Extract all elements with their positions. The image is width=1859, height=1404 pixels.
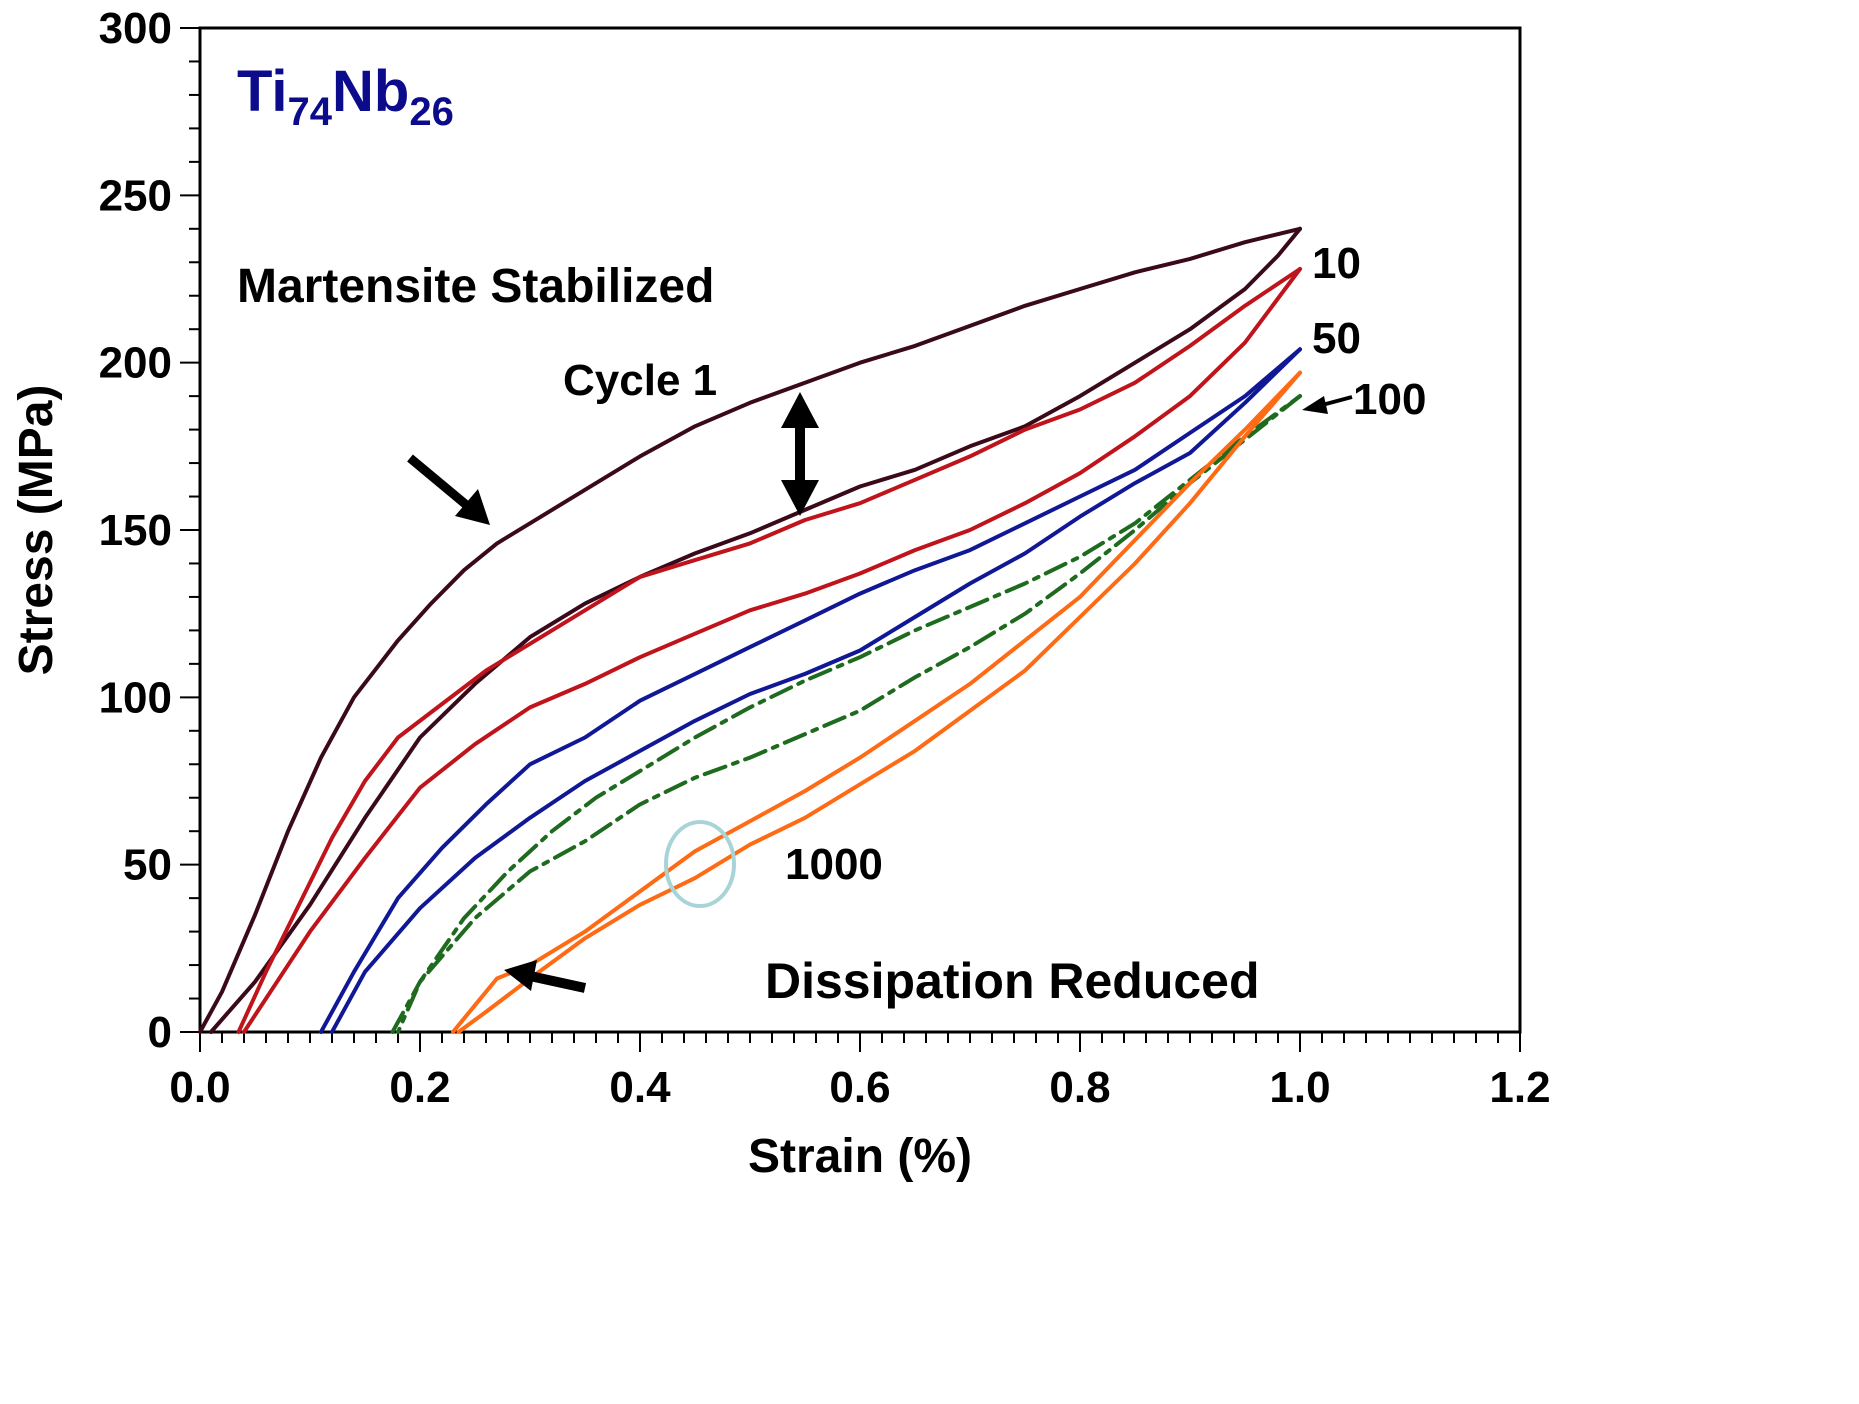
double-arrow-hysteresis: [781, 392, 819, 516]
series-0-unloading-curve: [209, 226, 1302, 1034]
alloy-mid: Nb: [332, 59, 409, 124]
alloy-base: Ti: [237, 59, 288, 124]
label-cycle-50: 50: [1312, 314, 1361, 363]
y-tick-label: 50: [123, 841, 172, 890]
arrow-cycle-1-pointer: [407, 454, 490, 525]
label-cycle-10: 10: [1312, 239, 1361, 288]
annotation-martensite-stabilized: Martensite Stabilized: [237, 260, 714, 313]
x-tick-label: 0.2: [389, 1063, 450, 1112]
x-tick-label: 0.0: [169, 1063, 230, 1112]
x-tick-label: 0.4: [609, 1063, 671, 1112]
arrow-dissipation-pointer: [504, 960, 587, 993]
series-1-loading-curve: [236, 267, 1302, 1034]
y-axis-title: Stress (MPa): [10, 385, 63, 676]
alloy-sub2: 26: [409, 90, 454, 134]
y-tick-label: 300: [99, 4, 172, 53]
x-axis-title: Strain (%): [748, 1130, 972, 1183]
series-3-unloading-curve: [396, 394, 1302, 1034]
x-tick-label: 0.6: [829, 1063, 890, 1112]
y-tick-label: 150: [99, 506, 172, 555]
series-4-unloading-curve: [456, 370, 1302, 1034]
highlight-ellipse: [664, 820, 736, 908]
annotation-dissipation-reduced: Dissipation Reduced: [765, 953, 1260, 1009]
annotation-cycle-1: Cycle 1: [563, 356, 717, 405]
alloy-sub1: 74: [288, 90, 333, 134]
x-tick-label: 1.2: [1489, 1063, 1550, 1112]
x-axis-ticks: 0.0 0.2 0.4 0.6 0.8 1.0 1.2: [169, 1032, 1551, 1112]
series-1-unloading-curve: [242, 267, 1302, 1034]
series-0-loading-curve: [198, 226, 1302, 1034]
y-tick-label: 0: [148, 1008, 172, 1057]
arrow-label-100-pointer: [1302, 395, 1353, 414]
label-cycle-100: 100: [1353, 375, 1426, 424]
y-tick-label: 250: [99, 171, 172, 220]
alloy-label: Ti74Nb26: [237, 59, 454, 134]
series-2-unloading-curve: [330, 347, 1302, 1034]
x-tick-label: 0.8: [1049, 1063, 1110, 1112]
y-tick-label: 100: [99, 673, 172, 722]
series-layer: [198, 226, 1302, 1034]
series-2-loading-curve: [319, 347, 1302, 1034]
y-tick-label: 200: [99, 339, 172, 388]
y-axis-ticks: 0 50 100 150 200 250 300: [99, 4, 200, 1057]
x-tick-label: 1.0: [1269, 1063, 1330, 1112]
label-cycle-1000: 1000: [785, 840, 883, 889]
series-3-loading-curve: [390, 394, 1302, 1034]
